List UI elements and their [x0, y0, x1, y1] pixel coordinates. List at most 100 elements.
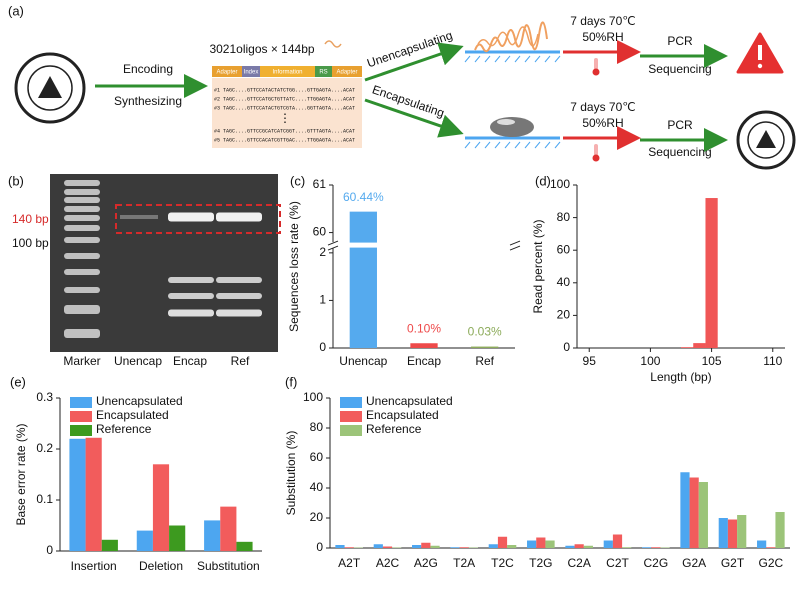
panel-label: (a) [8, 3, 24, 18]
sequences: #1 TAGC....GTTCCATACTATCTGG....GTTGAGTA.… [214, 87, 355, 143]
bar [349, 211, 377, 348]
bar [574, 544, 584, 548]
legend-label: Unencapsulated [366, 394, 453, 408]
bar [681, 347, 694, 348]
sequence: #4 TAGC....GTTCCGCATCATCGGT....GTTTAGTA.… [214, 128, 355, 134]
band [64, 329, 100, 338]
value-label: 60.44% [343, 190, 384, 204]
bar [450, 547, 460, 548]
x-tick-label: Deletion [139, 559, 183, 573]
legend-label: Unencapsulated [96, 394, 183, 408]
y-axis-label: Substitution (%) [284, 431, 298, 516]
segment-label: Adapter [336, 70, 357, 76]
y-axis-label: Read percent (%) [531, 219, 545, 313]
y-tick-label: 0 [319, 340, 326, 354]
legend-label: Encapsulated [96, 408, 169, 422]
x-tick-label: Encap [407, 354, 441, 368]
step-label: PCR [667, 34, 693, 48]
legend-swatch [340, 425, 362, 436]
band [64, 269, 100, 275]
bar [680, 472, 690, 548]
y-tick-label: 80 [310, 420, 324, 434]
y-tick-label: 0.2 [36, 441, 53, 455]
y-tick-label: 20 [557, 308, 571, 322]
condition: 50%RH [582, 30, 623, 44]
bar [737, 515, 747, 548]
y-tick-label: 60 [310, 450, 324, 464]
legend-swatch [340, 411, 362, 422]
x-tick-label: C2A [567, 556, 590, 570]
x-tick-label: 105 [702, 354, 722, 368]
bar [718, 518, 728, 548]
gel [50, 174, 278, 352]
bar [152, 464, 170, 551]
y-tick-label: 40 [557, 275, 571, 289]
segment-label: Index [244, 70, 259, 76]
step-label: Sequencing [648, 62, 711, 76]
segment-label: RS [319, 70, 327, 76]
bar [85, 437, 102, 551]
y-tick-label: 40 [310, 480, 324, 494]
segment [242, 66, 260, 77]
size-label: 140 bp [12, 212, 49, 226]
band [64, 287, 100, 293]
bar [459, 547, 469, 548]
band [216, 212, 262, 222]
bar [698, 482, 708, 548]
panel-label: (c) [290, 173, 305, 188]
legend-swatch [70, 425, 92, 436]
legend-swatch [70, 397, 92, 408]
y-tick-label: 60 [313, 225, 327, 239]
x-tick-label: T2A [453, 556, 475, 570]
step-label: PCR [667, 118, 693, 132]
sequence: #3 TAGC....GTTCCATACTGTCGTA....GGTTAGTA.… [214, 105, 355, 111]
lane-label: Marker [63, 354, 100, 368]
bar [622, 547, 632, 548]
sequence: #1 TAGC....GTTCCATACTATCTGG....GTTGAGTA.… [214, 87, 355, 93]
condition: 7 days 70℃ [570, 14, 636, 28]
value-label: 0.10% [407, 321, 441, 335]
size-label: 100 bp [12, 236, 49, 250]
bar [527, 540, 537, 548]
segment-label: Adapter [216, 70, 237, 76]
bar [204, 520, 221, 551]
y-tick-label: 20 [310, 510, 324, 524]
band [216, 309, 262, 317]
bar [507, 545, 517, 548]
arrow [364, 98, 464, 138]
condition: 50%RH [582, 116, 623, 130]
bar [775, 512, 785, 548]
panel-label: (f) [285, 374, 297, 389]
logo [736, 110, 796, 170]
x-tick-label: Substitution [197, 559, 260, 573]
step-label: Encoding [123, 62, 173, 76]
lane-label: Ref [231, 354, 250, 368]
panel-label: (e) [10, 374, 26, 389]
squiggle [324, 40, 342, 48]
segment [212, 66, 242, 77]
bar [642, 547, 652, 548]
lane-label: Unencap [114, 354, 162, 368]
gel-bands [64, 180, 262, 338]
bar [220, 506, 237, 551]
bar [488, 544, 498, 548]
y-tick-label: 0.3 [36, 390, 53, 404]
band [64, 197, 100, 203]
bar [101, 539, 118, 551]
bar [536, 537, 546, 548]
thermometer [592, 144, 600, 162]
sequence: #2 TAGC....GTTCCATGCTGTTATC....TTGGAGTA.… [214, 96, 355, 102]
band [64, 180, 100, 186]
oligo-title: 3021oligos × 144bp [209, 42, 314, 56]
bar [344, 547, 354, 548]
bar [705, 198, 718, 348]
band [168, 293, 214, 299]
x-tick-label: 100 [640, 354, 660, 368]
panel-label: (b) [8, 173, 24, 188]
bar [373, 544, 383, 548]
band [168, 309, 214, 317]
axis-break [327, 240, 339, 251]
band [64, 237, 100, 243]
lane-label: Encap [173, 354, 207, 368]
x-tick-label: 110 [763, 354, 782, 368]
